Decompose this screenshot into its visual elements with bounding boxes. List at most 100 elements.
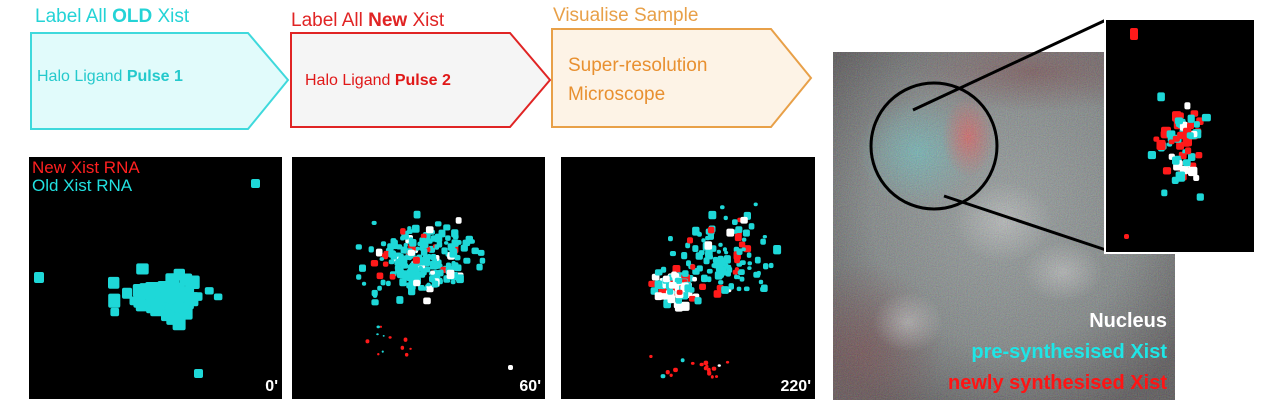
step-1-body: Halo Ligand Pulse 1: [37, 68, 183, 86]
old-xist-spot: [122, 287, 133, 299]
old-xist-spot: [371, 220, 377, 225]
new-xist-spot: [737, 217, 742, 223]
old-xist-spot: [739, 260, 746, 265]
old-xist-spot: [409, 262, 414, 267]
step-2-arrow-polygon: [290, 32, 552, 128]
colocalized-spot: [704, 241, 713, 250]
old-xist-spot: [714, 257, 719, 263]
new-xist-spot: [388, 336, 392, 339]
old-xist-spot: [682, 270, 689, 277]
old-xist-spot: [432, 262, 438, 268]
spots-plot-1: [355, 210, 513, 370]
label-newly-synthesised: newly synthesised Xist: [948, 372, 1167, 394]
timecourse-panel-2: 220': [561, 157, 815, 399]
old-xist-spot: [1172, 156, 1180, 165]
new-xist-spot: [370, 260, 379, 267]
old-xist-spot: [685, 242, 691, 249]
old-xist-spot: [743, 286, 750, 292]
old-xist-spot: [768, 262, 774, 269]
old-xist-spot: [1186, 132, 1194, 139]
new-xist-spot: [1160, 130, 1168, 138]
old-xist-spot: [381, 350, 384, 353]
new-xist-spot: [725, 360, 730, 364]
old-xist-spot: [1166, 130, 1176, 138]
old-xist-spot: [192, 292, 203, 301]
old-xist-spot: [720, 205, 725, 210]
old-xist-spot: [741, 237, 747, 242]
old-xist-spot: [728, 283, 734, 290]
old-xist-spot: [452, 234, 459, 240]
new-xist-spot: [1195, 152, 1203, 159]
new-xist-spot: [1182, 139, 1191, 147]
old-xist-spot: [402, 257, 408, 264]
timecourse-panel-1: 60': [292, 157, 545, 399]
old-xist-spot: [695, 252, 703, 260]
step-3-body-line1: Super-resolution: [568, 55, 708, 76]
old-xist-spot: [680, 358, 685, 363]
new-xist-spot: [687, 237, 693, 244]
old-xist-spot: [718, 280, 724, 285]
spots-plot-2: [648, 202, 782, 379]
old-xist-spot: [377, 285, 382, 291]
old-xist-spot: [718, 266, 727, 276]
step-2-body-pre: Halo Ligand: [305, 72, 395, 89]
colocalized-spot: [455, 217, 462, 224]
old-xist-spot: [406, 269, 414, 279]
new-xist-spot: [1130, 28, 1138, 40]
step-2-title-post: Xist: [407, 10, 445, 31]
new-xist-spot: [710, 375, 714, 379]
old-xist-spot: [403, 242, 408, 248]
new-xist-spot: [1156, 139, 1166, 150]
old-xist-spot: [1174, 117, 1183, 125]
old-xist-spot: [701, 274, 708, 283]
old-xist-spot: [463, 257, 471, 264]
old-xist-spot: [438, 229, 446, 238]
new-xist-spot: [409, 347, 412, 350]
colocalized-spot: [662, 275, 670, 283]
old-xist-spot: [708, 210, 717, 220]
old-xist-spot: [408, 288, 416, 296]
old-xist-spot: [705, 252, 712, 259]
colocalized-spot: [674, 304, 683, 312]
old-xist-spot: [400, 235, 405, 241]
new-xist-spot: [389, 273, 396, 280]
old-xist-spot: [443, 224, 451, 231]
new-xist-spot: [1162, 167, 1172, 175]
old-xist-spot: [372, 293, 378, 298]
old-xist-spot: [402, 276, 408, 281]
old-xist-spot: [739, 276, 745, 282]
new-xist-spot: [1124, 234, 1129, 239]
old-xist-spot: [376, 333, 379, 336]
step-2-title-bold: New: [368, 10, 408, 31]
new-xist-spot: [376, 272, 384, 280]
old-xist-spot: [1196, 193, 1204, 201]
old-xist-spot: [724, 250, 729, 255]
old-xist-spot: [684, 284, 692, 293]
new-xist-spot: [404, 352, 409, 357]
old-xist-spot: [430, 235, 439, 242]
new-xist-spot: [713, 290, 722, 298]
new-xist-spot: [382, 261, 389, 267]
new-xist-spot: [690, 264, 696, 270]
old-xist-spot: [723, 215, 728, 221]
old-xist-spot: [431, 280, 439, 288]
old-xist-spot: [746, 252, 752, 258]
old-xist-spot: [445, 262, 452, 269]
step-1-arrow-polygon: [30, 32, 290, 130]
step-1-arrow-shape: [30, 32, 290, 130]
new-xist-spot: [1180, 153, 1187, 160]
spots-plot-0: [34, 179, 260, 378]
step-1-title: Label All OLD Xist: [35, 6, 189, 28]
step-2-title: Label All New Xist: [291, 10, 444, 32]
new-xist-spot: [665, 370, 670, 375]
colocalized-spot: [1188, 166, 1198, 177]
new-xist-spot: [1187, 122, 1194, 130]
old-xist-spot: [204, 287, 214, 295]
new-xist-spot: [688, 295, 696, 302]
colocalized-spot: [430, 270, 435, 275]
old-xist-spot: [654, 269, 663, 276]
colocalized-spot: [375, 248, 383, 257]
step-3-arrow-polygon: [551, 28, 813, 128]
time-label-1: 60': [519, 378, 541, 395]
colocalized-spot: [407, 249, 415, 256]
